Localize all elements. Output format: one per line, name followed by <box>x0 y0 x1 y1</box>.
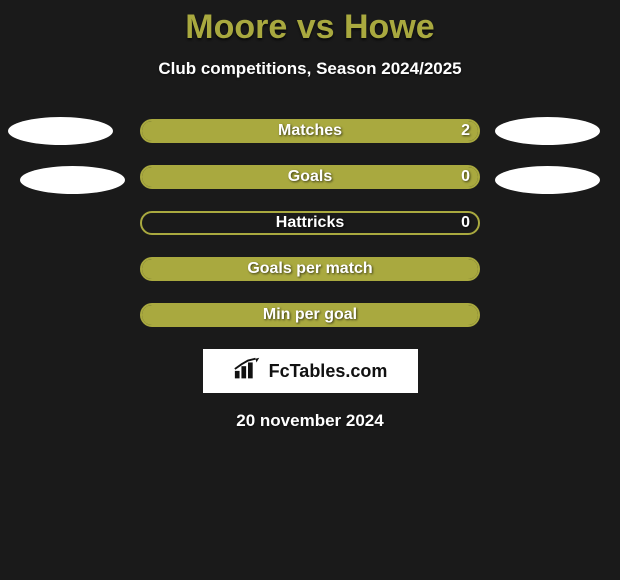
value-right: 2 <box>461 122 470 140</box>
comparison-row: 2 Matches <box>0 119 620 143</box>
value-right: 0 <box>461 214 470 232</box>
value-right: 0 <box>461 168 470 186</box>
bar-label: Hattricks <box>276 214 344 232</box>
bar-track: Goals per match <box>140 257 480 281</box>
bar-label: Goals per match <box>247 260 372 278</box>
bar-chart-icon <box>233 357 263 386</box>
bar-label: Goals <box>288 168 332 186</box>
bar-label: Min per goal <box>263 306 357 324</box>
ellipse-left <box>8 117 113 145</box>
bar-track: Min per goal <box>140 303 480 327</box>
date-text: 20 november 2024 <box>0 411 620 431</box>
bar-fill-right <box>310 167 478 187</box>
brand-box: FcTables.com <box>203 349 418 393</box>
page-title: Moore vs Howe <box>0 0 620 47</box>
page-subtitle: Club competitions, Season 2024/2025 <box>0 59 620 79</box>
ellipse-right <box>495 166 600 194</box>
comparison-row: 0 Hattricks <box>0 211 620 235</box>
bar-track: 0 Goals <box>140 165 480 189</box>
ellipse-left <box>20 166 125 194</box>
comparison-rows: 2 Matches 0 Goals 0 Hattricks Goals per match M… <box>0 119 620 327</box>
comparison-row: 0 Goals <box>0 165 620 189</box>
bar-label: Matches <box>278 122 342 140</box>
ellipse-right <box>495 117 600 145</box>
bar-track: 2 Matches <box>140 119 480 143</box>
comparison-row: Min per goal <box>0 303 620 327</box>
bar-fill-left <box>142 167 310 187</box>
comparison-row: Goals per match <box>0 257 620 281</box>
brand-text: FcTables.com <box>269 361 388 382</box>
bar-track: 0 Hattricks <box>140 211 480 235</box>
